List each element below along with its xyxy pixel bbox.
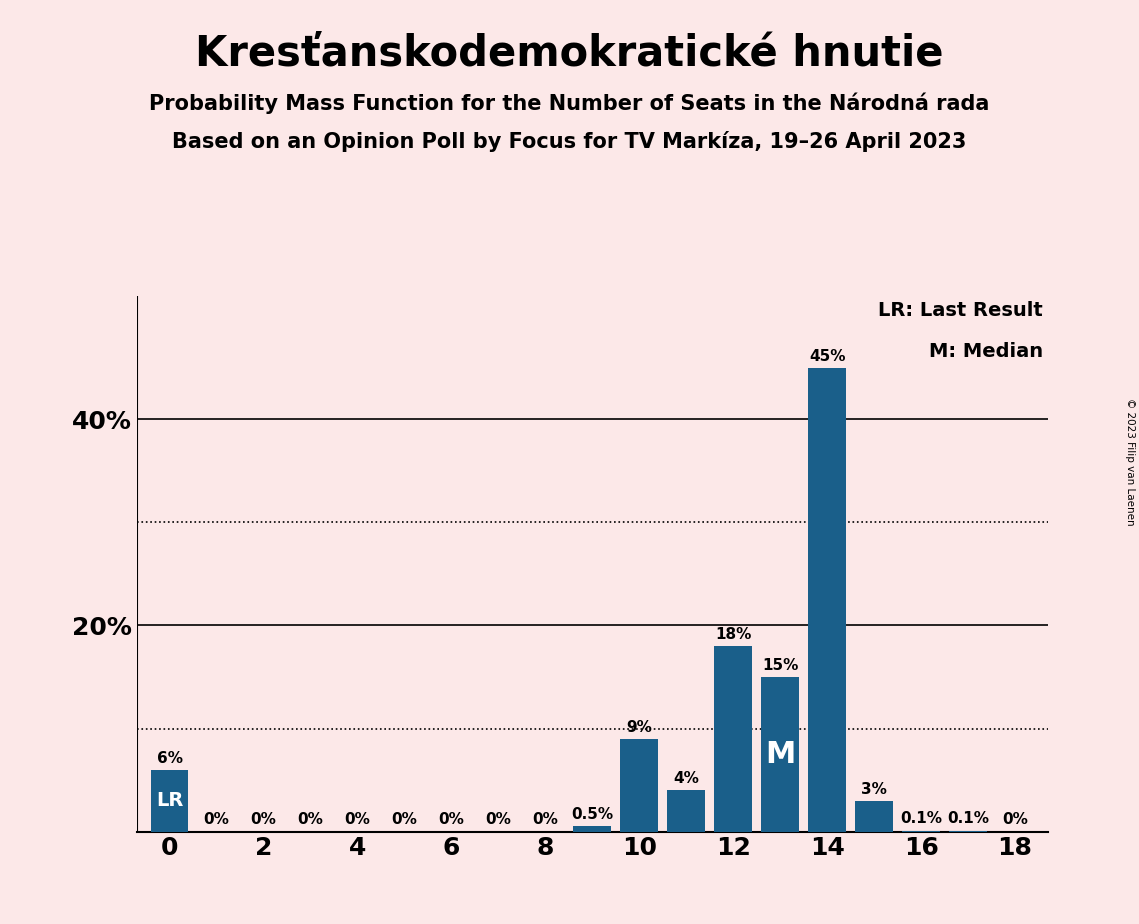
Bar [902,831,940,832]
Text: 0%: 0% [392,812,417,828]
Text: 0%: 0% [532,812,558,828]
Bar [667,790,705,832]
Text: 3%: 3% [861,782,887,796]
Bar [761,677,798,832]
Text: M: M [765,740,795,769]
Text: 0%: 0% [439,812,465,828]
Bar [855,801,893,832]
Bar [621,739,658,832]
Bar [574,826,611,832]
Text: 15%: 15% [762,658,798,673]
Bar [150,770,188,832]
Text: 0.1%: 0.1% [947,811,989,826]
Text: 0%: 0% [485,812,511,828]
Text: LR: Last Result: LR: Last Result [878,301,1043,320]
Bar [714,646,752,832]
Text: Probability Mass Function for the Number of Seats in the Národná rada: Probability Mass Function for the Number… [149,92,990,114]
Text: 9%: 9% [626,720,653,735]
Text: 0%: 0% [344,812,370,828]
Text: M: Median: M: Median [929,342,1043,361]
Bar [949,831,986,832]
Text: 18%: 18% [715,627,752,642]
Text: 0%: 0% [297,812,323,828]
Text: Kresťanskodemokratické hnutie: Kresťanskodemokratické hnutie [195,32,944,74]
Text: 45%: 45% [809,348,845,364]
Text: 0%: 0% [251,812,277,828]
Text: LR: LR [156,791,183,810]
Bar [809,368,846,832]
Text: 4%: 4% [673,772,699,786]
Text: 6%: 6% [156,750,182,766]
Text: 0.5%: 0.5% [572,808,613,822]
Text: © 2023 Filip van Laenen: © 2023 Filip van Laenen [1125,398,1134,526]
Text: Based on an Opinion Poll by Focus for TV Markíza, 19–26 April 2023: Based on an Opinion Poll by Focus for TV… [172,131,967,152]
Text: 0%: 0% [1002,812,1027,828]
Text: 0%: 0% [204,812,229,828]
Text: 0.1%: 0.1% [900,811,942,826]
